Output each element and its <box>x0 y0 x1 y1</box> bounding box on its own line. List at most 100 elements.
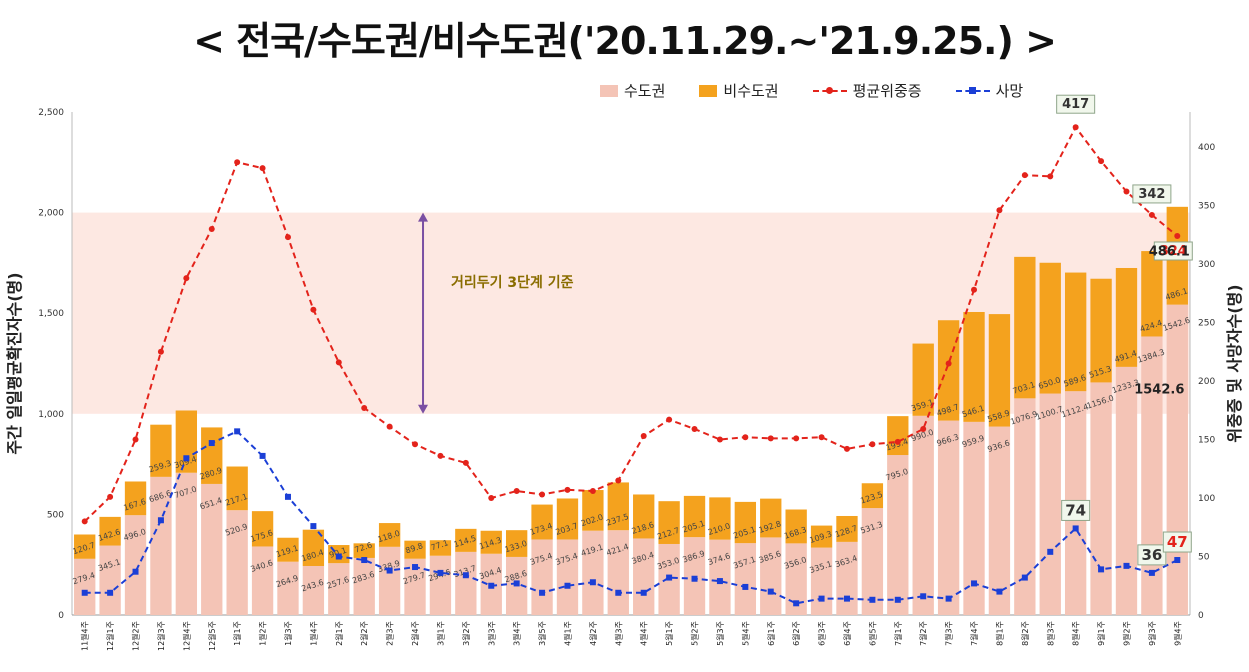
bar-noncapital <box>1064 272 1087 392</box>
y-tick-label: 1,500 <box>38 309 64 319</box>
x-tick-label: 9월2주 <box>1121 621 1131 646</box>
death-point <box>335 553 342 560</box>
bar-capital <box>1115 366 1138 615</box>
legend-item-severe: 평균위중증 <box>812 80 922 101</box>
x-tick-label: 2월2주 <box>359 621 369 646</box>
y-axis-label: 주간 일일평균확진자수(명) <box>5 272 24 454</box>
bar-noncapital <box>1014 256 1036 399</box>
severe-point <box>666 416 673 423</box>
x-tick-label: 12월3주 <box>156 621 166 651</box>
bar-noncapital <box>607 482 629 531</box>
severe-line <box>84 125 1178 523</box>
death-point <box>437 569 444 576</box>
bar-noncapital <box>1115 267 1138 367</box>
bar-capital <box>201 483 223 615</box>
x-tick-label: 5월3주 <box>715 621 725 646</box>
bar-capital <box>760 537 782 615</box>
legend-item-death: 사망 <box>955 80 1023 101</box>
x-tick-label: 12월4주 <box>181 621 191 651</box>
band-arrow-head-bottom <box>418 404 429 414</box>
severe-point <box>1174 232 1181 239</box>
bar-noncapital <box>937 320 960 421</box>
death-point <box>996 588 1003 595</box>
severe-point <box>589 488 596 495</box>
x-tick-label: 6월1주 <box>766 621 776 646</box>
x-tick-label: 6월5주 <box>867 621 877 646</box>
death-point <box>386 567 393 574</box>
bar-capital <box>887 455 909 615</box>
callout-box <box>1137 544 1167 566</box>
bar-capital <box>633 538 655 615</box>
y2-tick-label: 0 <box>1198 611 1204 621</box>
bar-noncapital <box>404 540 426 559</box>
x-tick-label: 7월3주 <box>944 621 954 646</box>
severe-point <box>1021 172 1028 179</box>
x-tick-label: 4월4주 <box>639 621 649 646</box>
death-point <box>81 589 88 596</box>
death-point <box>971 580 978 587</box>
x-tick-label: 1월3주 <box>283 621 293 646</box>
bar-capital <box>912 415 934 615</box>
legend-label-noncapital: 비수도권 <box>723 82 779 100</box>
severe-point <box>818 434 825 441</box>
x-tick-label: 4월2주 <box>588 621 598 646</box>
x-tick-label: 12월2주 <box>131 621 141 651</box>
severe-point <box>1123 188 1130 195</box>
severe-point <box>107 493 114 500</box>
bar-noncapital <box>480 530 502 554</box>
x-tick-label: 2월1주 <box>334 621 344 646</box>
bar-capital <box>378 546 401 615</box>
x-tick-label: 2월3주 <box>385 621 395 646</box>
bar-noncapital <box>1039 262 1061 394</box>
bar-noncapital <box>455 528 477 552</box>
x-tick-label: 7월4주 <box>969 621 979 646</box>
y-tick-label: 500 <box>47 510 64 520</box>
severe-point <box>310 306 317 313</box>
death-point <box>412 564 419 571</box>
bar-noncapital <box>836 515 858 542</box>
severe-point <box>691 426 698 433</box>
x-tick-label: 3월1주 <box>435 621 445 646</box>
death-point <box>234 428 241 435</box>
death-point <box>666 574 673 581</box>
legend-swatch-capital <box>600 84 618 97</box>
severe-point <box>335 359 342 366</box>
death-point <box>767 588 774 595</box>
y2-tick-label: 100 <box>1198 494 1215 504</box>
severe-point <box>793 435 800 442</box>
x-tick-label: 3월3주 <box>486 621 496 646</box>
callout-label: 417 <box>1062 97 1089 112</box>
y2-tick-label: 150 <box>1198 436 1215 446</box>
bar-noncapital <box>251 511 274 547</box>
legend-item-capital: 수도권 <box>600 80 665 101</box>
bar-noncapital <box>531 504 553 540</box>
x-tick-label: 8월1주 <box>994 621 1004 646</box>
bar-noncapital <box>887 416 909 456</box>
bar-capital <box>99 545 121 615</box>
legend-swatch-death <box>955 85 990 97</box>
bar-capital <box>1090 382 1112 615</box>
severe-point <box>742 434 749 441</box>
y2-tick-label: 50 <box>1198 553 1210 563</box>
x-tick-label: 9월4주 <box>1172 621 1182 646</box>
death-line <box>84 430 1178 605</box>
bar-noncapital <box>963 311 985 422</box>
severe-point <box>767 435 774 442</box>
death-point <box>818 595 825 602</box>
severe-point <box>971 286 978 293</box>
band-arrow-head-top <box>418 212 429 222</box>
bar-noncapital <box>353 543 375 558</box>
highlight-label-capital: 1542.6 <box>1134 382 1184 397</box>
severe-point <box>615 477 622 484</box>
severe-point <box>539 491 546 498</box>
death-point <box>1072 525 1079 532</box>
callout-box <box>1162 531 1192 553</box>
legend-swatch-severe <box>812 85 847 97</box>
x-tick-label: 5월2주 <box>690 621 700 646</box>
x-tick-label: 6월4주 <box>842 621 852 646</box>
y2-axis-label: 위중증 및 사망자수(명) <box>1225 284 1244 442</box>
bar-noncapital <box>683 495 706 538</box>
severe-point <box>1148 211 1155 218</box>
x-tick-label: 3월2주 <box>461 621 471 646</box>
severe-point <box>157 348 164 355</box>
